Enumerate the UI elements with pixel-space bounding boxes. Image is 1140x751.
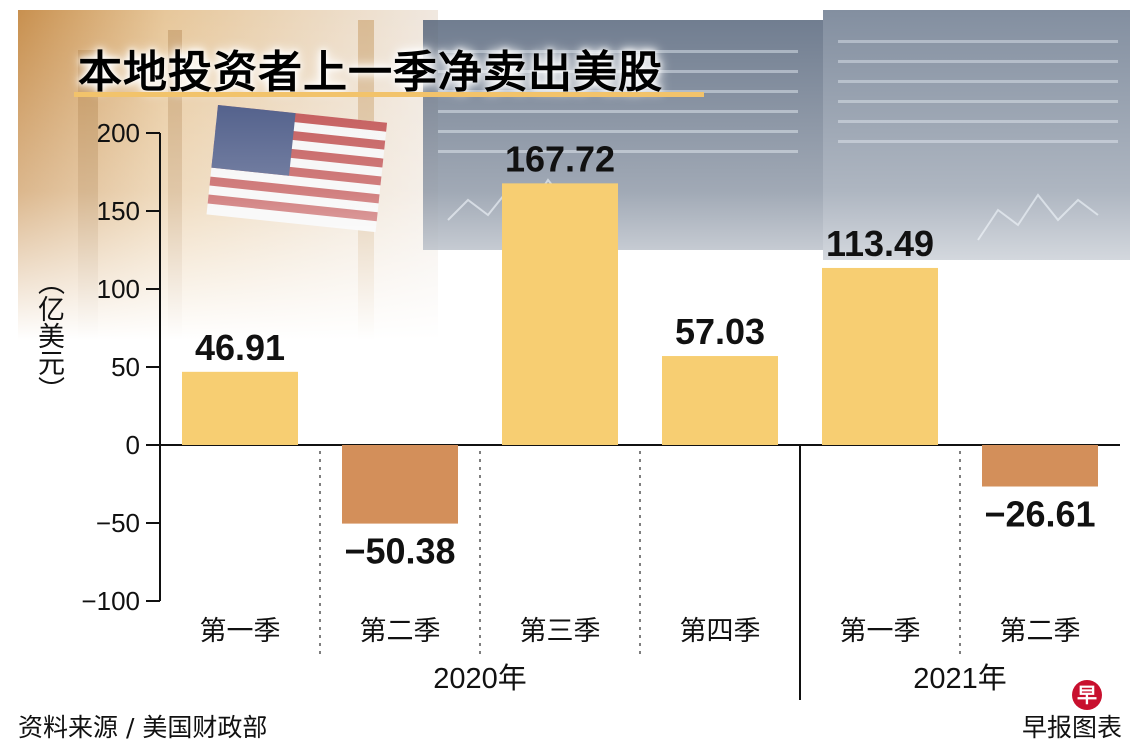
y-tick-label: 50 xyxy=(111,352,140,382)
value-label: 167.72 xyxy=(505,138,615,179)
bar xyxy=(982,445,1098,487)
category-label: 第一季 xyxy=(840,616,921,647)
source-note: 资料来源 / 美国财政部 xyxy=(18,713,268,742)
value-label: 57.03 xyxy=(675,311,765,352)
y-tick-label: −100 xyxy=(81,586,140,616)
y-tick-label: 100 xyxy=(97,274,140,304)
category-label: 第四季 xyxy=(680,616,761,647)
background-photo xyxy=(18,10,1130,340)
category-label: 第三季 xyxy=(520,616,601,647)
bar xyxy=(822,267,938,445)
value-label: −26.61 xyxy=(984,494,1095,535)
y-tick-label: 150 xyxy=(97,196,140,226)
year-label: 2020年 xyxy=(433,662,527,695)
chart-title: 本地投资者上一季净卖出美股 xyxy=(78,47,663,98)
category-label: 第一季 xyxy=(200,616,281,647)
zaobao-logo: 早 xyxy=(1072,680,1102,710)
y-tick-label: −50 xyxy=(96,508,140,538)
value-label: 113.49 xyxy=(826,223,934,264)
chart-axes: 200 150 100 50 0 −50 −100 xyxy=(81,118,1120,700)
title-underline xyxy=(74,92,704,97)
value-label: 46.91 xyxy=(195,327,285,368)
year-label: 2021年 xyxy=(913,662,1007,695)
bar xyxy=(182,371,298,445)
chart-labels: 46.91 第一季 −50.38 第二季 167.72 第三季 57.03 第四季 113.49… xyxy=(195,138,1096,695)
bar xyxy=(342,445,458,524)
y-tick-label: 200 xyxy=(97,118,140,148)
bar xyxy=(502,183,618,445)
category-label: 第二季 xyxy=(1000,616,1081,647)
y-axis-label: （亿美元） xyxy=(33,268,64,403)
category-label: 第二季 xyxy=(360,616,441,647)
chart-credit: 早报图表 xyxy=(1021,713,1122,742)
chart-bars xyxy=(182,183,1098,524)
value-label: −50.38 xyxy=(344,531,455,572)
y-tick-label: 0 xyxy=(126,430,140,460)
bar xyxy=(662,356,778,445)
